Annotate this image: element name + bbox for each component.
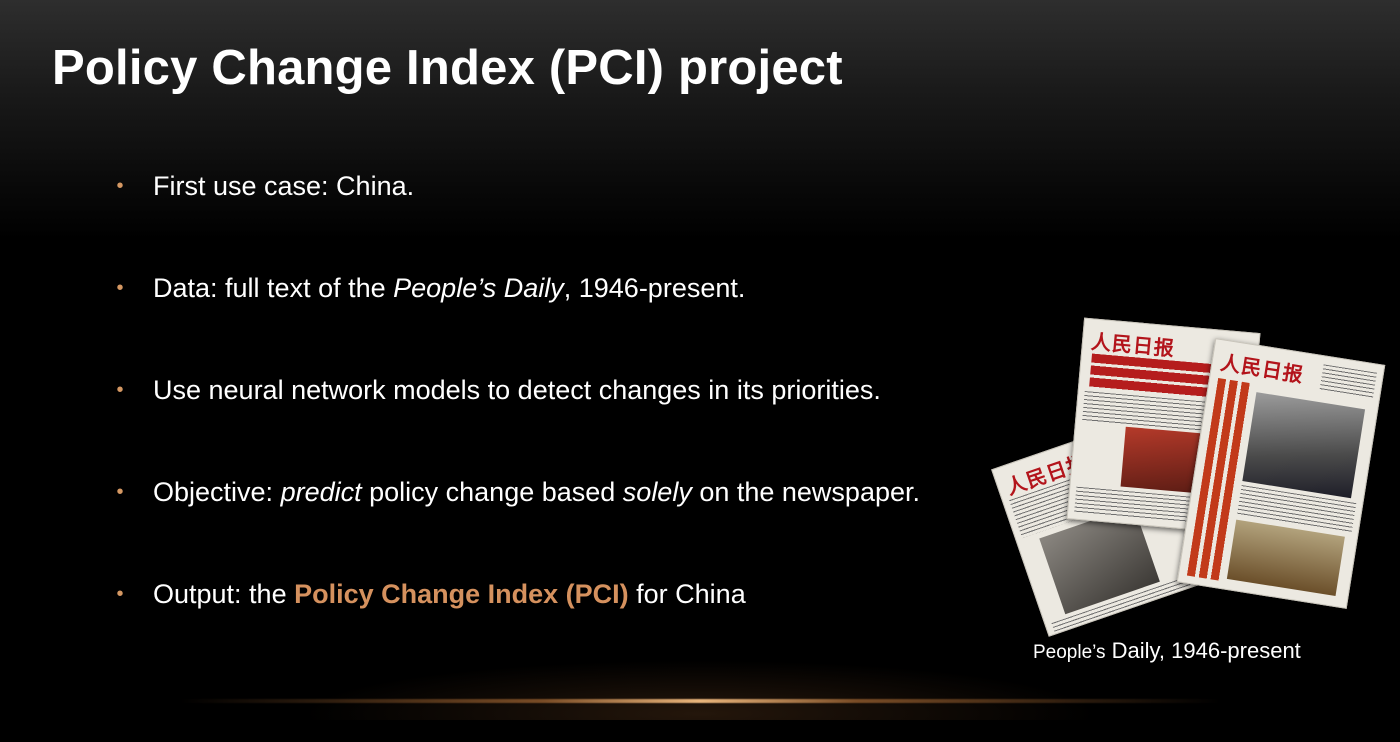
bullet-dot-icon: • xyxy=(116,583,124,605)
newspaper-page-xi: 人民日报 xyxy=(1176,338,1386,609)
bottom-glow-line xyxy=(180,699,1220,703)
image-caption: People’s Daily, 1946-present xyxy=(1033,638,1301,663)
bullet-dot-icon: • xyxy=(116,175,124,197)
bullet-text: Data: full text of the People’s Daily, 1… xyxy=(153,273,746,303)
bullet-text: Output: the Policy Change Index (PCI) fo… xyxy=(153,579,746,609)
bullet-text: Use neural network models to detect chan… xyxy=(153,375,881,405)
newspaper-collage-image: 人民日报 人民日报 人民日报 xyxy=(991,317,1395,637)
bullet-text: Objective: predict policy change based s… xyxy=(153,477,920,507)
bottom-glow-halo xyxy=(300,660,1100,720)
bullet-dot-icon: • xyxy=(116,481,124,503)
bullet-dot-icon: • xyxy=(116,277,124,299)
pci-highlight: Policy Change Index (PCI) xyxy=(294,579,629,609)
bullet-text: First use case: China. xyxy=(153,171,415,201)
slide-title: Policy Change Index (PCI) project xyxy=(52,41,843,95)
bullet-dot-icon: • xyxy=(116,379,124,401)
